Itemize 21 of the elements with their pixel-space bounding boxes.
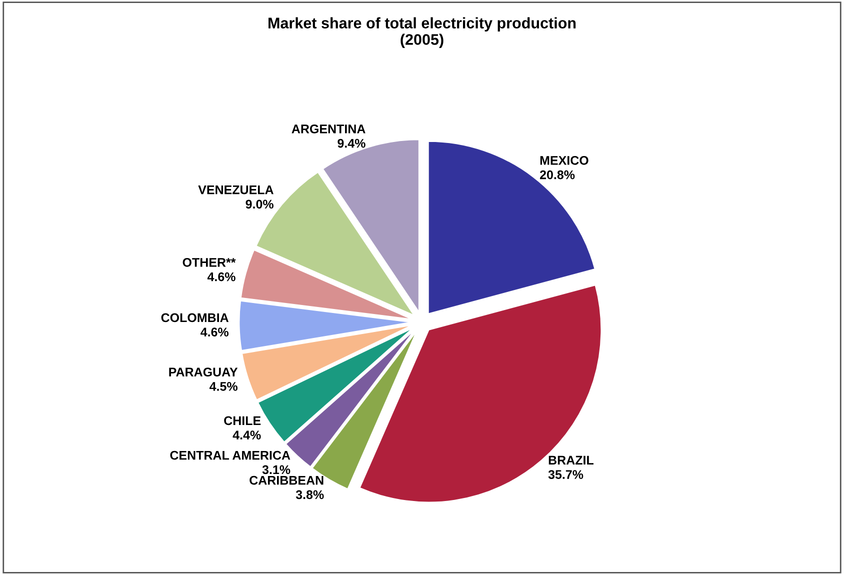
slice-label: CARIBBEAN [250,476,324,485]
chart-title: Market share of total electricity production (2005) [268,17,576,48]
data-label: 3.1% [262,465,290,474]
slice-label: OTHER** [182,258,236,267]
slice-label: BRAZIL [548,456,594,464]
data-label: 3.8% [296,490,324,500]
data-label: 35.7% [548,470,584,479]
slice-label: CHILE [224,416,261,426]
data-label: 9.0% [246,200,274,209]
slice-label: COLOMBIA [161,313,229,322]
data-label: 9.4% [338,138,366,148]
data-label: 4.5% [210,382,238,391]
slice-label: CENTRAL AMERICA [170,450,290,460]
slice-label: PARAGUAY [169,368,238,376]
data-label: 4.6% [207,272,236,282]
data-label: 4.6% [200,328,229,336]
slice-label: ARGENTINA [292,124,366,134]
data-label: 20.8% [540,170,575,180]
data-label: 4.4% [232,430,261,440]
slice-label: MEXICO [540,156,588,165]
slice-label: VENEZUELA [198,185,274,194]
